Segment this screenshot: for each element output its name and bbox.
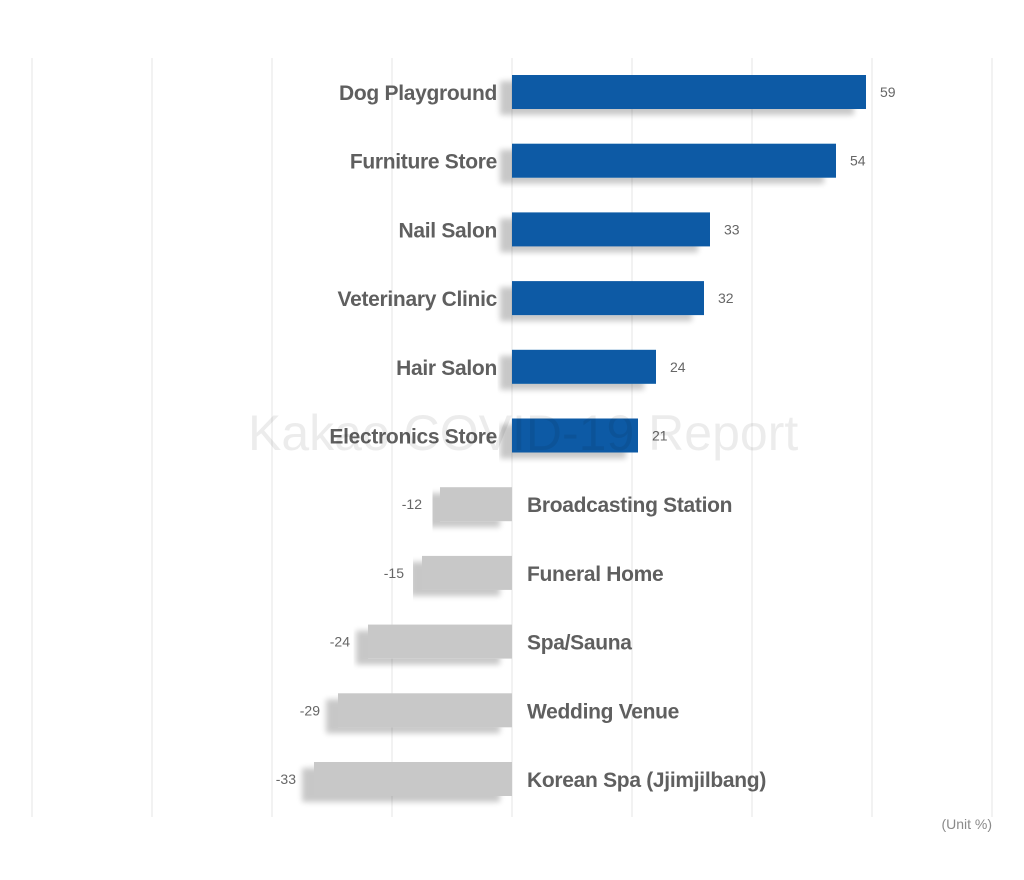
category-label: Funeral Home [527,563,663,586]
bar [512,212,710,247]
bar [512,143,836,178]
category-label: Korean Spa (Jjimjilbang) [527,769,766,792]
category-label: Electronics Store [329,426,497,449]
category-label: Spa/Sauna [527,632,632,655]
value-label: -15 [384,565,404,581]
value-label: -24 [330,634,350,650]
bar [440,487,512,522]
bar [314,762,512,796]
unit-label: (Unit %) [941,816,992,832]
bar [422,555,512,590]
value-label: -29 [300,702,320,718]
bar [512,75,866,109]
category-label: Veterinary Clinic [338,288,498,311]
value-label: -33 [276,771,296,787]
category-label: Wedding Venue [527,700,679,723]
category-label: Furniture Store [350,151,497,174]
value-label: 54 [850,153,866,169]
value-label: 21 [652,428,668,444]
value-label: 59 [880,84,896,100]
value-label: 32 [718,290,734,306]
bar [512,281,704,316]
category-label: Nail Salon [398,219,497,242]
bar [368,624,512,659]
value-label: 33 [724,221,740,237]
bar [512,418,638,453]
labels: Dog Playground 59 Furniture Store 54 Nail Sa… [276,82,896,792]
bar [338,693,512,728]
category-label: Hair Salon [396,357,497,380]
value-label: 24 [670,359,686,375]
bars [314,75,866,796]
bar [512,349,656,384]
category-label: Broadcasting Station [527,494,732,517]
value-label: -12 [402,496,422,512]
category-label: Dog Playground [339,82,497,105]
